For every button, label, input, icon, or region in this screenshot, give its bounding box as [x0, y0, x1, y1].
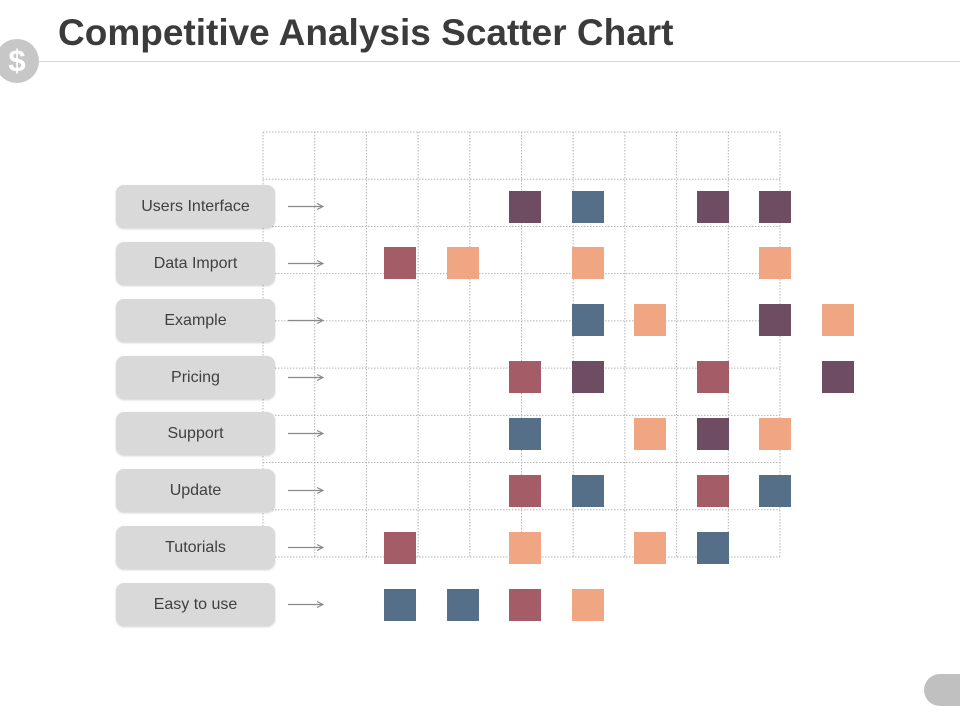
scatter-point [571, 190, 604, 223]
logo-glyph: $ [8, 43, 26, 78]
scatter-point [696, 417, 729, 450]
category-row: Pricing [116, 356, 326, 399]
category-row: Update [116, 469, 326, 512]
scatter-point [509, 531, 542, 564]
scatter-point [571, 247, 604, 280]
category-label: Data Import [116, 242, 275, 285]
scatter-point [571, 361, 604, 394]
arrow-right-icon [288, 373, 324, 382]
scatter-point [696, 531, 729, 564]
category-row: Support [116, 412, 326, 455]
scatter-point [759, 190, 792, 223]
corner-tab [924, 674, 960, 706]
category-label: Example [116, 299, 275, 342]
category-label: Easy to use [116, 583, 275, 626]
category-row: Data Import [116, 242, 326, 285]
category-label: Update [116, 469, 275, 512]
arrow-right-icon [288, 486, 324, 495]
scatter-point [384, 247, 416, 280]
scatter-point [696, 190, 729, 223]
title-divider [39, 61, 960, 62]
category-label: Pricing [116, 356, 275, 399]
scatter-point [759, 304, 792, 337]
arrow-right-icon [288, 202, 324, 211]
category-row: Tutorials [116, 526, 326, 569]
category-label: Support [116, 412, 275, 455]
scatter-point [571, 588, 604, 621]
category-label: Users Interface [116, 185, 275, 228]
scatter-point [822, 304, 854, 337]
scatter-point [634, 531, 667, 564]
scatter-point [759, 474, 792, 507]
arrow-right-icon [288, 429, 324, 438]
category-label: Tutorials [116, 526, 275, 569]
category-row: Easy to use [116, 583, 326, 626]
arrow-right-icon [288, 600, 324, 609]
scatter-point [446, 588, 479, 621]
scatter-point [571, 304, 604, 337]
scatter-point [634, 304, 667, 337]
scatter-point [634, 417, 667, 450]
scatter-point [696, 474, 729, 507]
page-title: Competitive Analysis Scatter Chart [58, 12, 674, 53]
scatter-point [509, 588, 542, 621]
scatter-point [446, 247, 479, 280]
scatter-point [509, 190, 542, 223]
arrow-right-icon [288, 316, 324, 325]
scatter-point [822, 361, 854, 394]
scatter-point [759, 247, 792, 280]
scatter-point [571, 474, 604, 507]
category-row: Users Interface [116, 185, 326, 228]
scatter-point [509, 417, 542, 450]
scatter-point [509, 474, 542, 507]
scatter-point [759, 417, 792, 450]
scatter-point [509, 361, 542, 394]
scatter-point [696, 361, 729, 394]
dollar-icon: $ [0, 39, 39, 83]
scatter-point [384, 531, 416, 564]
scatter-point [384, 588, 416, 621]
arrow-right-icon [288, 259, 324, 268]
arrow-right-icon [288, 543, 324, 552]
category-row: Example [116, 299, 326, 342]
